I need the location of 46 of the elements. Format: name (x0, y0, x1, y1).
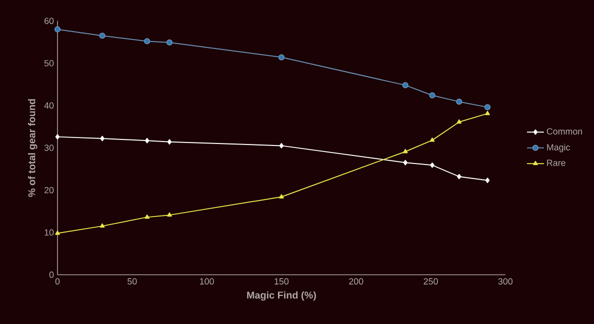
x-tick-label: 200 (349, 278, 364, 284)
point (402, 82, 408, 88)
point (55, 134, 60, 140)
point (430, 162, 434, 168)
point (485, 177, 490, 183)
point (167, 212, 172, 216)
point (429, 92, 436, 98)
point (403, 160, 408, 166)
point (456, 98, 462, 105)
point (100, 223, 105, 228)
y-tick-label: 10 (44, 229, 54, 236)
point (54, 26, 61, 32)
point (55, 230, 60, 235)
y-tick-label: 60 (44, 18, 54, 24)
point (278, 54, 285, 60)
x-tick-label: 150 (274, 278, 289, 284)
legend-label: Rare (547, 160, 566, 166)
x-tick-label: 100 (200, 278, 214, 284)
x-tick-label: 250 (424, 278, 438, 284)
point (279, 194, 284, 198)
x-tick-label: 300 (498, 278, 513, 284)
y-tick-label: 40 (44, 102, 54, 108)
point (279, 142, 284, 148)
point (456, 174, 462, 180)
y-tick-label: 0 (49, 271, 54, 278)
point (456, 119, 462, 124)
point (167, 138, 172, 144)
x-tick-label: 0 (55, 278, 60, 284)
y-axis-title: % of total gear found (28, 98, 38, 197)
point (485, 110, 490, 115)
y-tick-label: 50 (44, 60, 54, 66)
point (144, 38, 150, 44)
y-tick-label: 20 (44, 186, 54, 194)
point (99, 32, 106, 39)
point (144, 138, 150, 144)
point (100, 136, 104, 141)
y-tick-label: 30 (44, 144, 54, 151)
legend-label: Common (546, 128, 582, 134)
x-axis-title: Magic Find (%) (247, 291, 316, 300)
x-tick-label: 50 (128, 278, 137, 284)
point (166, 39, 173, 46)
point (484, 104, 491, 110)
legend-label: Magic (547, 144, 570, 152)
point (430, 137, 435, 142)
point (402, 148, 408, 153)
point (144, 214, 150, 219)
